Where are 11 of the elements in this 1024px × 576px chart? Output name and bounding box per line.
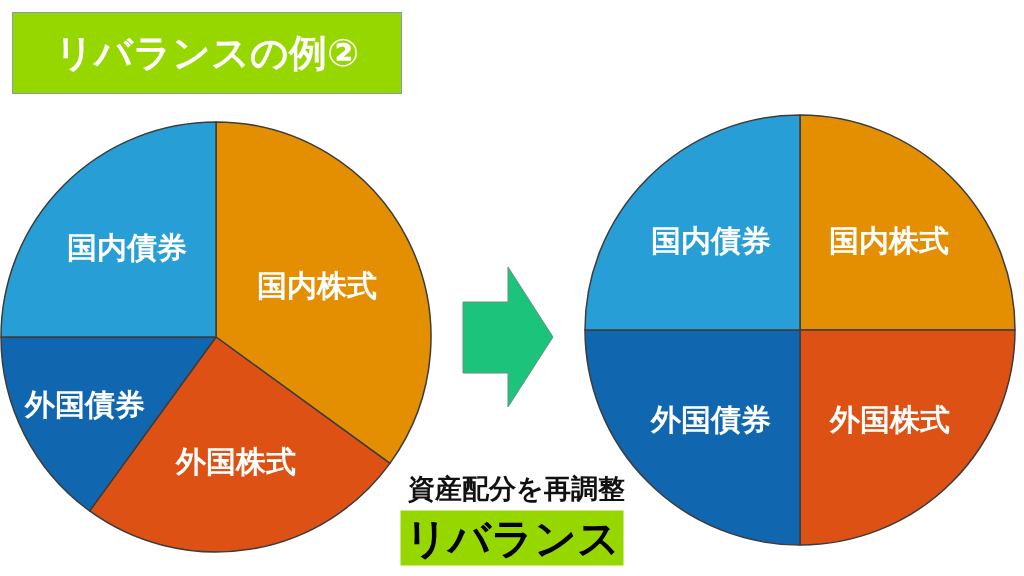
text: 資産配分を再調整 [407, 473, 625, 504]
slice-label: 国内債券 [650, 223, 771, 259]
slice-label: 外国債券 [650, 401, 772, 437]
slice-label: 外国株式 [828, 401, 950, 437]
slice-label: 国内債券 [66, 230, 187, 266]
slice-label: 国内株式 [257, 267, 378, 303]
text: リバランス [404, 513, 620, 563]
slice-label: 国内株式 [829, 223, 950, 259]
chart-title: リバランスの例② [54, 31, 360, 75]
slice-label: 外国株式 [175, 443, 297, 479]
slice-label: 外国債券 [23, 386, 145, 422]
